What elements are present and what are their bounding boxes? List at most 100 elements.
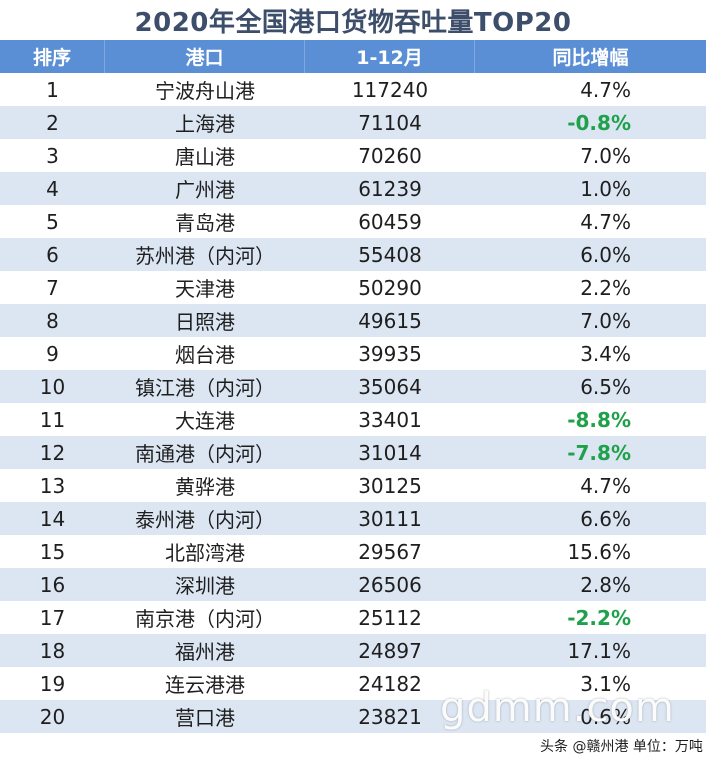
cell-rank: 15 <box>39 539 66 564</box>
cell-rank: 10 <box>39 374 66 399</box>
cell-growth: -7.8% <box>567 440 631 465</box>
cell-rank: 18 <box>39 638 66 663</box>
cell-value: 24897 <box>358 638 422 663</box>
table-row: 4 广州港 61239 1.0% <box>0 172 706 205</box>
cell-value: 39935 <box>358 341 422 366</box>
cell-growth: 7.0% <box>580 308 631 333</box>
cell-rank: 9 <box>46 341 59 366</box>
table-row: 9 烟台港 39935 3.4% <box>0 337 706 370</box>
cell-port: 营口港 <box>175 706 235 730</box>
table-row: 16 深圳港 26506 2.8% <box>0 568 706 601</box>
table-row: 20 营口港 23821 0.6% <box>0 700 706 733</box>
table-row: 8 日照港 49615 7.0% <box>0 304 706 337</box>
cell-value: 61239 <box>358 176 422 201</box>
cell-value: 50290 <box>358 275 422 300</box>
cell-value: 33401 <box>358 407 422 432</box>
cell-rank: 13 <box>39 473 66 498</box>
table-row: 6 苏州港（内河） 55408 6.0% <box>0 238 706 271</box>
table-row: 10 镇江港（内河） 35064 6.5% <box>0 370 706 403</box>
cell-value: 71104 <box>358 110 422 135</box>
table-row: 5 青岛港 60459 4.7% <box>0 205 706 238</box>
cell-rank: 17 <box>39 605 66 630</box>
cell-growth: -0.8% <box>567 110 631 135</box>
cell-port: 烟台港 <box>175 343 235 367</box>
table-row: 14 泰州港（内河） 30111 6.6% <box>0 502 706 535</box>
cell-port: 南京港（内河） <box>135 607 275 631</box>
cell-value: 31014 <box>358 440 422 465</box>
cell-growth: 4.7% <box>580 77 631 102</box>
cell-rank: 2 <box>46 110 59 135</box>
cell-rank: 6 <box>46 242 59 267</box>
cell-growth: -8.8% <box>567 407 631 432</box>
cell-port: 天津港 <box>175 277 235 301</box>
table-row: 15 北部湾港 29567 15.6% <box>0 535 706 568</box>
cell-growth: 2.2% <box>580 275 631 300</box>
cell-rank: 12 <box>39 440 66 465</box>
cell-growth: 7.0% <box>580 143 631 168</box>
cell-rank: 16 <box>39 572 66 597</box>
cell-value: 26506 <box>358 572 422 597</box>
cell-value: 30125 <box>358 473 422 498</box>
table-row: 3 唐山港 70260 7.0% <box>0 139 706 172</box>
header-port: 港口 <box>105 40 305 73</box>
cell-port: 宁波舟山港 <box>155 79 255 103</box>
cell-growth: 2.8% <box>580 572 631 597</box>
cell-growth: 4.7% <box>580 473 631 498</box>
cell-rank: 8 <box>46 308 59 333</box>
table-row: 19 连云港港 24182 3.1% <box>0 667 706 700</box>
cell-rank: 7 <box>46 275 59 300</box>
cell-growth: 1.0% <box>580 176 631 201</box>
cell-port: 日照港 <box>175 310 235 334</box>
cell-port: 镇江港（内河） <box>135 376 275 400</box>
cell-rank: 11 <box>39 407 66 432</box>
cell-value: 49615 <box>358 308 422 333</box>
table-body: 1 宁波舟山港 117240 4.7% 2 上海港 71104 -0.8% 3 唐山港 70260 7… <box>0 73 706 733</box>
table-row: 12 南通港（内河） 31014 -7.8% <box>0 436 706 469</box>
table-header: 排序 港口 1-12月 同比增幅 <box>0 40 706 73</box>
cell-port: 深圳港 <box>175 574 235 598</box>
cell-value: 25112 <box>358 605 422 630</box>
cell-port: 南通港（内河） <box>135 442 275 466</box>
cell-rank: 5 <box>46 209 59 234</box>
cell-growth: 17.1% <box>567 638 631 663</box>
cell-growth: 0.6% <box>580 704 631 729</box>
cell-port: 上海港 <box>175 112 235 136</box>
table-row: 1 宁波舟山港 117240 4.7% <box>0 73 706 106</box>
cell-port: 福州港 <box>175 640 235 664</box>
footer-note: 头条 @赣州港 单位：万吨 <box>540 739 703 755</box>
cell-growth: 6.6% <box>580 506 631 531</box>
cell-growth: 6.0% <box>580 242 631 267</box>
cell-value: 70260 <box>358 143 422 168</box>
table-row: 18 福州港 24897 17.1% <box>0 634 706 667</box>
cell-value: 23821 <box>358 704 422 729</box>
table-row: 13 黄骅港 30125 4.7% <box>0 469 706 502</box>
cell-port: 大连港 <box>175 409 235 433</box>
cell-growth: 3.1% <box>580 671 631 696</box>
cell-value: 29567 <box>358 539 422 564</box>
table-row: 7 天津港 50290 2.2% <box>0 271 706 304</box>
header-growth: 同比增幅 <box>552 47 629 69</box>
cell-value: 60459 <box>358 209 422 234</box>
cell-port: 黄骅港 <box>175 475 235 499</box>
cell-value: 35064 <box>358 374 422 399</box>
cell-port: 广州港 <box>175 178 235 202</box>
cell-port: 北部湾港 <box>165 541 245 565</box>
cell-rank: 20 <box>39 704 66 729</box>
cell-value: 55408 <box>358 242 422 267</box>
cell-rank: 1 <box>46 77 59 102</box>
cell-growth: 15.6% <box>567 539 631 564</box>
header-rank: 排序 <box>0 40 105 73</box>
header-period: 1-12月 <box>305 40 475 73</box>
table-row: 2 上海港 71104 -0.8% <box>0 106 706 139</box>
table-row: 11 大连港 33401 -8.8% <box>0 403 706 436</box>
cell-port: 唐山港 <box>175 145 235 169</box>
cell-port: 苏州港（内河） <box>135 244 275 268</box>
table-title: 2020年全国港口货物吞吐量TOP20 <box>134 7 572 38</box>
cell-growth: 6.5% <box>580 374 631 399</box>
cell-port: 青岛港 <box>175 211 235 235</box>
cell-growth: 3.4% <box>580 341 631 366</box>
cell-value: 117240 <box>351 77 429 102</box>
cell-value: 30111 <box>358 506 422 531</box>
cell-rank: 4 <box>46 176 59 201</box>
cell-value: 24182 <box>358 671 422 696</box>
